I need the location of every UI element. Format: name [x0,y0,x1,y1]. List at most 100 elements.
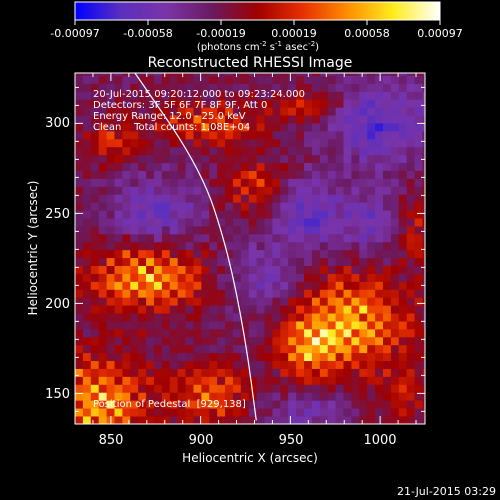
heatmap-cell [422,162,425,171]
heatmap-cell [130,257,139,266]
heatmap-cell [280,178,289,187]
heatmap-cell [98,99,107,108]
heatmap-cell [75,313,84,322]
heatmap-cell [75,305,84,314]
heatmap-cell [406,257,415,266]
heatmap-cell [193,408,202,417]
heatmap-cell [280,170,289,179]
heatmap-cell [201,99,210,108]
heatmap-cell [375,130,384,140]
heatmap-cell [272,257,281,266]
heatmap-cell [256,138,265,148]
heatmap-cell [248,265,258,274]
heatmap-cell [414,218,423,227]
heatmap-cell [422,328,425,338]
heatmap-cell [98,73,107,76]
heatmap-cell [272,99,281,108]
heatmap-cell [193,289,202,298]
units-sup: -2 [260,40,267,48]
heatmap-cell [185,241,194,251]
heatmap-cell [114,392,123,401]
heatmap-cell [343,115,352,124]
footer-timestamp: 21-Jul-2015 03:29 [397,485,496,498]
heatmap-cell [169,241,179,251]
heatmap-cell [217,257,226,266]
heatmap-cell [130,218,139,227]
heatmap-cell [390,336,400,346]
heatmap-cell [185,218,194,227]
heatmap-cell [185,249,194,259]
heatmap-cell [422,170,425,179]
heatmap-cell [161,241,171,251]
heatmap-cell [225,202,234,211]
heatmap-cell [217,376,226,385]
heatmap-cell [327,376,337,385]
heatmap-cell [288,138,297,148]
heatmap-cell [375,265,384,274]
heatmap-cell [248,123,258,132]
heatmap-cell [383,91,392,100]
heatmap-cell [225,249,234,259]
heatmap-cell [272,297,281,306]
heatmap-cell [232,178,242,187]
heatmap-cell [240,328,250,338]
heatmap-cell [343,210,352,219]
heatmap-cell [138,170,147,179]
heatmap-cell [130,400,139,409]
heatmap-cell [327,336,337,346]
heatmap-cell [335,360,344,369]
heatmap-cell [75,241,84,251]
heatmap-cell [390,416,400,424]
units-prefix: (photons cm [197,42,260,53]
heatmap-cell [217,344,226,354]
heatmap-cell [422,352,425,362]
heatmap-cell [232,123,242,132]
heatmap-cell [138,297,147,306]
heatmap-cell [327,162,337,171]
heatmap-cell [161,202,171,211]
heatmap-cell [169,273,179,282]
heatmap-cell [390,194,400,203]
heatmap-cell [288,321,297,330]
heatmap-cell [232,313,242,322]
heatmap-cell [406,273,415,282]
heatmap-cell [146,210,155,219]
heatmap-cell [153,146,163,156]
heatmap-cell [153,321,163,330]
heatmap-cell [375,75,384,84]
heatmap-cell [114,336,123,346]
heatmap-cell [138,83,147,92]
heatmap-cell [90,313,100,322]
heatmap-cell [232,75,242,84]
heatmap-cell [375,123,384,132]
heatmap-cell [351,321,360,330]
heatmap-cell [398,210,408,219]
heatmap-cell [193,123,202,132]
heatmap-cell [177,194,186,203]
heatmap-cell [122,202,131,211]
heatmap-cell [217,123,226,132]
heatmap-cell [288,73,297,76]
heatmap-cell [398,107,408,116]
heatmap-cell [256,281,265,290]
colorbar-tick-label: 0.00019 [271,27,317,40]
heatmap-cell [343,376,352,385]
heatmap-cell [82,416,92,424]
heatmap-cell [232,392,242,401]
heatmap-cell [406,130,415,140]
heatmap-cell [122,384,131,393]
heatmap-cell [367,344,376,354]
heatmap-cell [398,115,408,124]
annotation-time-range: 20-Jul-2015 09:20:12.000 to 09:23:24.000 [93,89,305,100]
heatmap-cell [414,186,423,195]
heatmap-cell [209,297,218,306]
heatmap-cell [398,321,408,330]
heatmap-cell [201,130,210,140]
heatmap-cell [98,321,107,330]
heatmap-cell [146,186,155,195]
heatmap-cell [161,233,171,243]
heatmap-cell [406,400,415,409]
heatmap-cell [75,384,84,393]
heatmap-cell [114,202,123,211]
heatmap-cell [280,376,289,385]
